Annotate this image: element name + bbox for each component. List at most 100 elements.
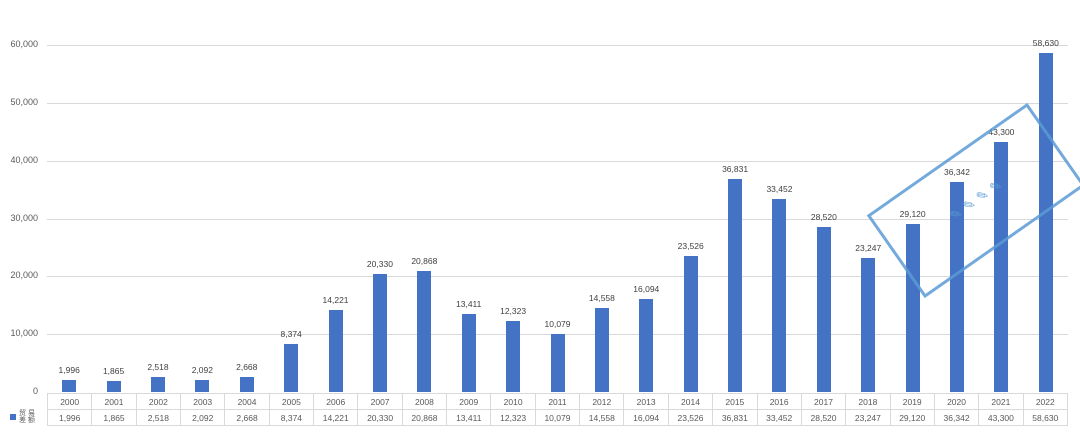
bar — [861, 257, 876, 392]
bar — [594, 307, 609, 392]
table-value: 28,520 — [800, 409, 847, 426]
legend-swatch — [10, 414, 16, 420]
data-label: 23,526 — [677, 240, 704, 251]
data-label: 36,831 — [722, 163, 749, 174]
bar — [195, 379, 210, 392]
table-value: 33,452 — [756, 409, 802, 426]
bar — [728, 178, 743, 392]
table-value: 36,342 — [933, 409, 980, 426]
table-value: 58,630 — [1022, 409, 1069, 426]
bar — [994, 141, 1009, 392]
x-category: 2018 — [845, 393, 891, 410]
x-category: 2017 — [800, 393, 847, 410]
x-category: 2010 — [490, 393, 536, 410]
gridline — [47, 218, 1068, 220]
bar — [772, 198, 787, 392]
table-value: 20,330 — [357, 409, 403, 426]
bar — [239, 376, 254, 392]
bar — [284, 343, 299, 392]
data-label: 2,518 — [147, 362, 169, 373]
data-label: 29,120 — [899, 208, 926, 219]
table-value: 2,668 — [224, 409, 270, 426]
x-category: 2002 — [135, 393, 182, 410]
data-label: 13,411 — [456, 299, 482, 310]
data-label: 2,092 — [191, 364, 213, 375]
y-tick-label: 20,000 — [10, 270, 38, 281]
bar — [106, 381, 121, 392]
table-value: 8,374 — [268, 409, 315, 426]
legend: 贸 易差 额 — [10, 409, 46, 425]
data-label: 12,323 — [500, 305, 527, 316]
data-label: 43,300 — [988, 126, 1015, 137]
table-value: 29,120 — [889, 409, 935, 426]
x-category: 2013 — [623, 393, 669, 410]
data-label: 20,868 — [411, 256, 438, 267]
bar — [950, 181, 965, 392]
table-value: 2,518 — [135, 409, 182, 426]
x-category: 2007 — [357, 393, 403, 410]
x-category: 2022 — [1022, 393, 1069, 410]
bar — [62, 380, 77, 392]
table-value: 14,221 — [313, 409, 359, 426]
data-label: 20,330 — [366, 259, 393, 270]
x-category: 2003 — [180, 393, 226, 410]
table-value: 36,831 — [712, 409, 758, 426]
bar — [372, 274, 387, 392]
data-label: 33,452 — [766, 183, 793, 194]
bar — [461, 314, 476, 392]
bar — [550, 333, 565, 392]
table-value: 14,558 — [579, 409, 625, 426]
bar — [328, 309, 343, 392]
data-label: 14,221 — [322, 294, 349, 305]
data-label: 2,668 — [236, 361, 258, 372]
table-value: 20,868 — [401, 409, 448, 426]
data-label: 14,558 — [588, 292, 615, 303]
table-value: 1,996 — [46, 409, 93, 426]
data-label: 16,094 — [633, 283, 660, 294]
gridline — [47, 102, 1068, 104]
bar — [816, 227, 831, 392]
bar — [683, 255, 698, 392]
y-tick-label: 30,000 — [10, 212, 38, 223]
y-tick-label: 10,000 — [10, 328, 38, 339]
x-category: 2008 — [401, 393, 448, 410]
x-category: 2012 — [579, 393, 625, 410]
bar — [417, 271, 432, 392]
legend-label-2: 差 额 — [19, 417, 35, 424]
bar — [1038, 52, 1053, 392]
data-label: 1,996 — [58, 365, 80, 376]
table-value: 12,323 — [490, 409, 536, 426]
legend-label: 贸 易 — [19, 410, 35, 417]
x-category: 2019 — [889, 393, 935, 410]
gridline — [47, 276, 1068, 278]
data-label: 8,374 — [280, 328, 302, 339]
data-table: 2000 2001 2002 2003 2004 2005 2006 2007 2008 2009… — [46, 393, 1069, 426]
x-category: 2005 — [268, 393, 315, 410]
x-category: 2001 — [91, 393, 137, 410]
bar — [905, 223, 920, 392]
x-category: 2015 — [712, 393, 758, 410]
x-category: 2000 — [46, 393, 93, 410]
x-category: 2006 — [313, 393, 359, 410]
table-value: 16,094 — [623, 409, 669, 426]
data-label: 28,520 — [810, 212, 837, 223]
x-category: 2011 — [534, 393, 581, 410]
data-label: 36,342 — [944, 166, 971, 177]
table-value: 23,526 — [667, 409, 714, 426]
x-category: 2014 — [667, 393, 714, 410]
table-value: 23,247 — [845, 409, 891, 426]
gridline — [47, 45, 1068, 46]
x-category: 2020 — [933, 393, 980, 410]
x-category: 2021 — [978, 393, 1024, 410]
x-category: 2016 — [756, 393, 802, 410]
table-value: 13,411 — [446, 409, 492, 426]
table-value: 2,092 — [180, 409, 226, 426]
bar — [150, 377, 165, 392]
table-value: 1,865 — [91, 409, 137, 426]
gridline — [47, 160, 1068, 162]
y-tick-label: 40,000 — [10, 154, 38, 165]
y-tick-label: 0 — [32, 386, 38, 396]
x-category: 2004 — [224, 393, 270, 410]
bar — [639, 298, 654, 392]
data-label: 1,865 — [102, 366, 125, 377]
